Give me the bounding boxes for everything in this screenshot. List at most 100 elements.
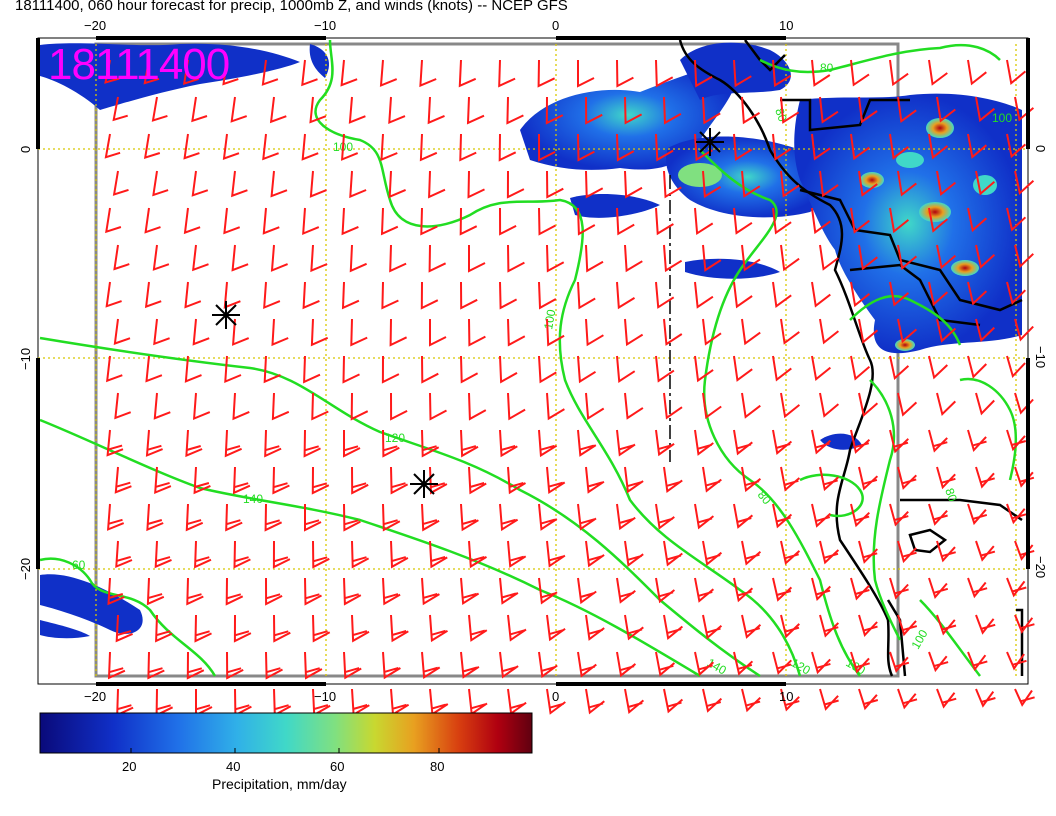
wind-barb-icon (310, 244, 328, 273)
wind-barb-icon (234, 688, 252, 717)
wind-barb-icon (733, 59, 752, 88)
wind-barb-icon (936, 466, 956, 490)
wind-barb-icon (223, 207, 241, 235)
wind-barb-icon (616, 429, 636, 457)
wind-barb-icon (780, 614, 800, 639)
wind-barb-icon (897, 392, 918, 417)
wind-barb-icon (143, 133, 161, 160)
wind-barb-icon (702, 540, 723, 567)
wind-barbs (104, 59, 1035, 717)
wind-barb-icon (741, 540, 762, 566)
wind-barb-icon (585, 392, 605, 421)
wind-barb-icon (741, 170, 761, 198)
wind-barb-icon (624, 170, 643, 199)
wind-barb-icon (616, 207, 635, 236)
wind-barb-icon (390, 614, 409, 643)
wind-barb-icon (233, 540, 251, 569)
wind-barb-icon (624, 318, 644, 347)
wind-barb-icon (928, 59, 948, 86)
wind-barb-icon (351, 688, 370, 717)
wind-barb-icon (272, 540, 291, 569)
contour-label: 100 (992, 111, 1012, 125)
wind-barb-icon (780, 96, 800, 124)
wind-barb-icon (153, 392, 171, 420)
wind-barb-icon (1014, 688, 1035, 707)
wind-barb-icon (468, 392, 487, 421)
wind-barb-icon (538, 207, 556, 236)
wind-barb-icon (811, 577, 831, 602)
wind-barb-icon (1006, 429, 1027, 452)
lon-label-bottom: −20 (84, 689, 106, 704)
wind-barb-icon (351, 466, 369, 495)
wind-barb-icon (226, 651, 244, 680)
wind-barb-icon (222, 133, 240, 160)
wind-barb-icon (936, 614, 957, 636)
wind-barb-icon (231, 170, 248, 198)
wind-barb-icon (309, 96, 327, 124)
wind-barb-icon (146, 577, 165, 606)
wind-barb-icon (273, 688, 292, 717)
wind-barb-icon (663, 244, 683, 273)
wind-barb-icon (585, 170, 604, 199)
wind-barb-icon (975, 170, 996, 196)
wind-barb-icon (577, 651, 597, 678)
wind-barb-icon (499, 281, 518, 310)
wind-barb-icon (262, 207, 280, 235)
wind-barb-icon (468, 318, 486, 347)
wind-barb-icon (381, 355, 400, 384)
wind-barb-icon (897, 96, 917, 123)
wind-barb-icon (381, 281, 399, 310)
wind-barb-icon (466, 96, 485, 125)
lon-label-top: 10 (779, 18, 793, 33)
wind-barb-icon (498, 133, 517, 162)
wind-barb-icon (741, 688, 761, 713)
wind-barb-icon (811, 59, 831, 87)
lat-label-left: −10 (18, 348, 33, 370)
wind-barb-icon (112, 96, 128, 122)
wind-barb-icon (231, 244, 249, 272)
wind-barb-icon (928, 355, 948, 380)
lon-label-top: 0 (552, 18, 559, 33)
wind-barb-icon (342, 355, 360, 384)
wind-barb-icon (741, 244, 761, 272)
wind-barb-icon (460, 429, 479, 458)
wind-barb-icon (624, 244, 643, 273)
wind-barb-icon (772, 59, 792, 88)
wind-barb-icon (428, 170, 446, 199)
lon-label-bottom: 0 (552, 689, 559, 704)
wind-barb-icon (655, 207, 674, 236)
wind-barb-icon (231, 318, 250, 346)
wind-barb-icon (112, 170, 129, 196)
axis-labels: −20 −10 0 10 −20 −10 0 10 0 −10 −20 0 −1… (18, 18, 1048, 704)
wind-barb-icon (107, 651, 126, 680)
wind-barb-icon (858, 688, 879, 711)
wind-barb-icon (897, 688, 918, 710)
wind-barb-icon (850, 133, 870, 161)
wind-barb-icon (468, 614, 488, 642)
wind-barb-icon (429, 540, 448, 569)
wind-barb-icon (616, 59, 634, 88)
low-pressure-asterisk-icon (696, 128, 724, 156)
wind-barb-icon (928, 651, 949, 673)
wind-barb-icon (889, 281, 910, 307)
wind-barb-icon (780, 466, 801, 492)
wind-barb-icon (264, 429, 282, 458)
wind-barb-icon (380, 207, 399, 236)
wind-barb-icon (192, 318, 210, 346)
wind-barb-icon (819, 466, 840, 492)
wind-barb-icon (616, 133, 635, 162)
wind-barb-icon (467, 170, 485, 199)
wind-barb-icon (624, 540, 644, 568)
wind-barb-icon (388, 170, 406, 199)
wind-barb-icon (1006, 503, 1027, 525)
wind-barb-icon (1014, 244, 1034, 269)
wind-barb-icon (936, 688, 957, 709)
wind-barb-icon (311, 466, 330, 495)
wind-barb-icon (498, 59, 516, 88)
wind-barb-icon (928, 429, 948, 453)
wind-barb-icon (811, 207, 831, 235)
wind-barb-icon (850, 355, 871, 381)
lat-label-right: −20 (1033, 556, 1048, 578)
wind-barb-icon (889, 355, 910, 380)
wind-barb-icon (655, 355, 675, 383)
